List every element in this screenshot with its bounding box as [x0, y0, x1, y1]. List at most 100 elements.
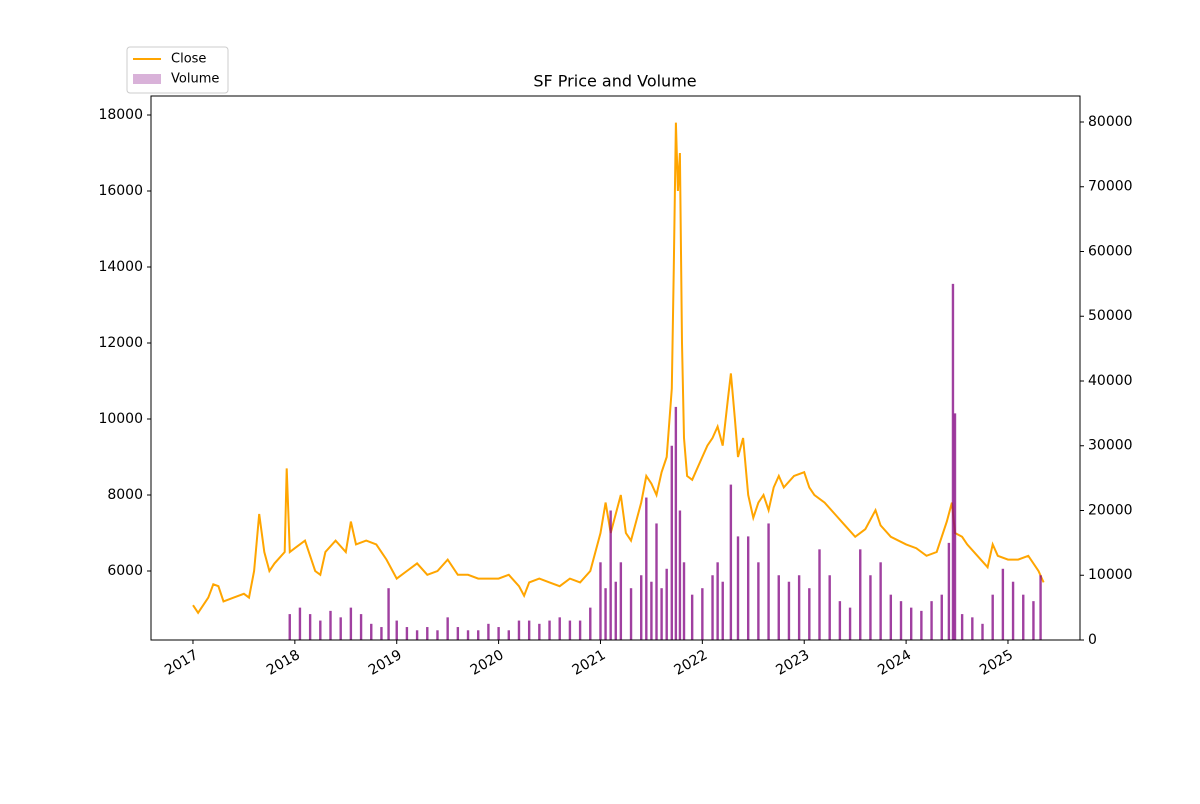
volume-bar [517, 620, 521, 640]
volume-bar [599, 562, 602, 640]
volume-bar [879, 562, 882, 640]
volume-bar [507, 630, 510, 640]
volume-bar [629, 588, 633, 640]
volume-bar [359, 614, 363, 640]
y2-tick-label: 80000 [1088, 114, 1133, 130]
x-tick-label: 2025 [977, 647, 1016, 679]
volume-bar [446, 617, 449, 640]
volume-bar [487, 623, 490, 640]
volume-bar [736, 536, 740, 640]
volume-bar [701, 588, 704, 640]
close-line [192, 122, 1045, 615]
volume-bar [971, 617, 974, 640]
volume-bar [828, 575, 831, 640]
volume-bar [319, 620, 322, 640]
volume-bar [655, 523, 658, 640]
volume-bar [981, 623, 984, 640]
volume-bar [426, 627, 429, 640]
volume-bar [674, 406, 678, 640]
legend-label: Volume [171, 72, 219, 87]
volume-bar [757, 562, 760, 640]
volume-bar [589, 607, 592, 640]
volume-bar [558, 617, 561, 640]
volume-bar [920, 610, 923, 640]
volume-bar [645, 497, 648, 640]
y-tick-label: 18000 [98, 107, 143, 123]
volume-bar [370, 623, 373, 640]
volume-bar [349, 607, 353, 640]
volume-bar [848, 607, 852, 640]
x-tick-label: 2020 [468, 647, 507, 679]
volume-bar [721, 581, 724, 640]
volume-bar [951, 283, 955, 640]
legend-label: Close [171, 52, 206, 67]
volume-bar [308, 614, 312, 640]
x-tick-label: 2024 [875, 647, 914, 679]
volume-bar [288, 614, 291, 640]
volume-bar [609, 510, 612, 640]
x-tick-label: 2023 [773, 647, 812, 679]
volume-bar [497, 627, 500, 640]
plot-frame [150, 95, 1081, 641]
y2-tick-label: 70000 [1088, 179, 1133, 195]
volume-bar [395, 620, 398, 640]
volume-bar [415, 630, 419, 640]
volume-bar [619, 562, 623, 640]
volume-bar [729, 484, 733, 640]
volume-bar [1011, 581, 1015, 640]
volume-bar [650, 581, 653, 640]
volume-bar [1022, 594, 1025, 640]
y2-tick-label: 40000 [1088, 373, 1133, 389]
volume-bar [930, 601, 933, 640]
y2-tick-label: 10000 [1088, 567, 1133, 583]
volume-bar [991, 594, 994, 640]
volume-bar [466, 630, 470, 640]
y-tick-label: 16000 [98, 183, 143, 199]
volume-bar [682, 562, 686, 640]
volume-bar [604, 588, 607, 640]
volume-bar [690, 594, 694, 640]
x-tick-label: 2018 [264, 647, 303, 679]
x-tick-label: 2019 [366, 647, 405, 679]
volume-bar [670, 445, 673, 640]
x-tick-label: 2017 [162, 647, 201, 679]
volume-bar [548, 620, 551, 640]
volume-bar [787, 581, 791, 640]
volume-bar [889, 594, 893, 640]
y2-tick-label: 50000 [1088, 308, 1133, 324]
volume-bar [838, 601, 842, 640]
volume-bar [1039, 575, 1042, 640]
volume-bar [947, 542, 951, 640]
volume-bar [716, 562, 719, 640]
volume-bar [711, 575, 714, 640]
legend-swatch [133, 74, 161, 84]
volume-bar [899, 601, 903, 640]
volume-bar [329, 610, 332, 640]
volume-bar [380, 627, 383, 640]
volume-bar [767, 523, 770, 640]
volume-bar [405, 627, 409, 640]
volume-bar [660, 588, 663, 640]
volume-bar [640, 575, 643, 640]
volume-bar [527, 620, 531, 640]
volume-bar [797, 575, 801, 640]
y-tick-label: 6000 [107, 563, 143, 579]
volume-bar [578, 620, 582, 640]
y2-tick-label: 30000 [1088, 438, 1133, 454]
volume-bar [859, 549, 862, 640]
x-tick-label: 2021 [570, 647, 609, 679]
volume-bar [940, 594, 943, 640]
y2-tick-label: 60000 [1088, 243, 1133, 259]
volume-bar [456, 627, 460, 640]
y2-tick-label: 0 [1088, 632, 1097, 648]
volume-bar [436, 630, 439, 640]
volume-bar [614, 581, 617, 640]
y-tick-label: 14000 [98, 259, 143, 275]
volume-bar [1001, 568, 1005, 640]
volume-bar [808, 588, 811, 640]
volume-bar [568, 620, 572, 640]
volume-bar [869, 575, 872, 640]
volume-bar [678, 510, 682, 640]
volume-bar [777, 575, 780, 640]
y2-tick-label: 20000 [1088, 502, 1133, 518]
